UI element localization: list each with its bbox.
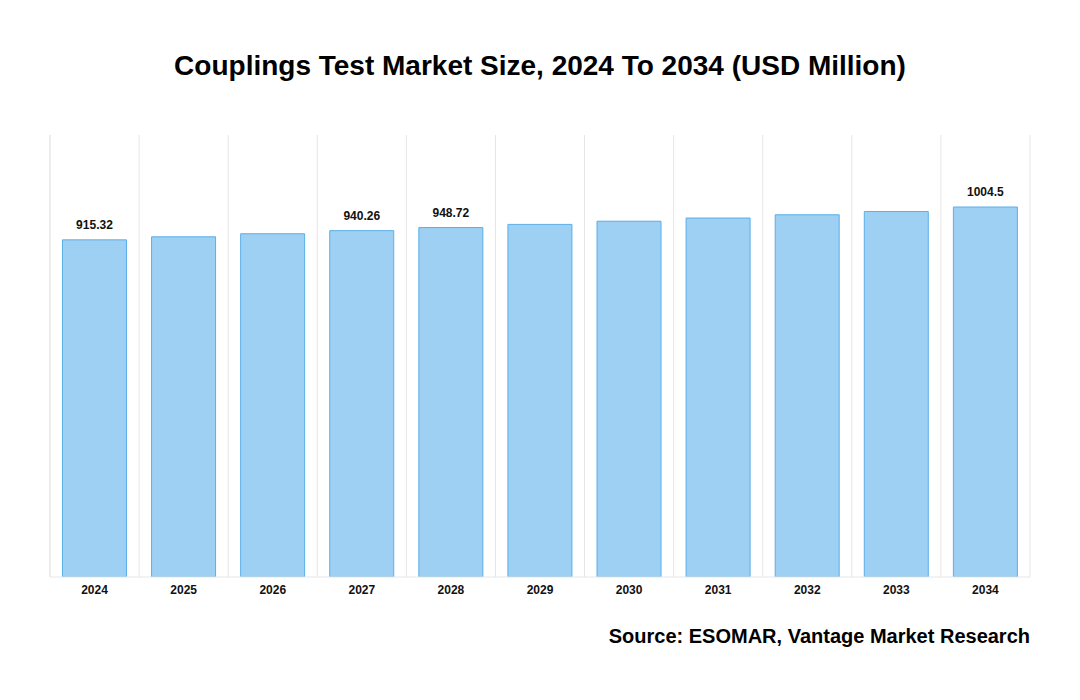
svg-text:2024: 2024 xyxy=(81,583,108,597)
svg-text:940.26: 940.26 xyxy=(343,209,380,223)
html-text:Couplings Test Market Size, 20: Couplings Test Market Size, 2024 To 2034… xyxy=(174,50,906,81)
svg-text:2033: 2033 xyxy=(883,583,910,597)
html-text:Source: ESOMAR, Vantage Market: Source: ESOMAR, Vantage Market Research xyxy=(608,625,1030,647)
svg-text:915.32: 915.32 xyxy=(76,218,113,232)
svg-text:1004.5: 1004.5 xyxy=(967,185,1004,199)
svg-text:948.72: 948.72 xyxy=(432,206,469,220)
svg-text:2029: 2029 xyxy=(527,583,554,597)
svg-text:2031: 2031 xyxy=(705,583,732,597)
svg-text:2026: 2026 xyxy=(259,583,286,597)
svg-text:2028: 2028 xyxy=(438,583,465,597)
svg-text:2025: 2025 xyxy=(170,583,197,597)
svg-text:2034: 2034 xyxy=(972,583,999,597)
svg-text:2030: 2030 xyxy=(616,583,643,597)
svg-text:2032: 2032 xyxy=(794,583,821,597)
svg-text:2027: 2027 xyxy=(348,583,375,597)
